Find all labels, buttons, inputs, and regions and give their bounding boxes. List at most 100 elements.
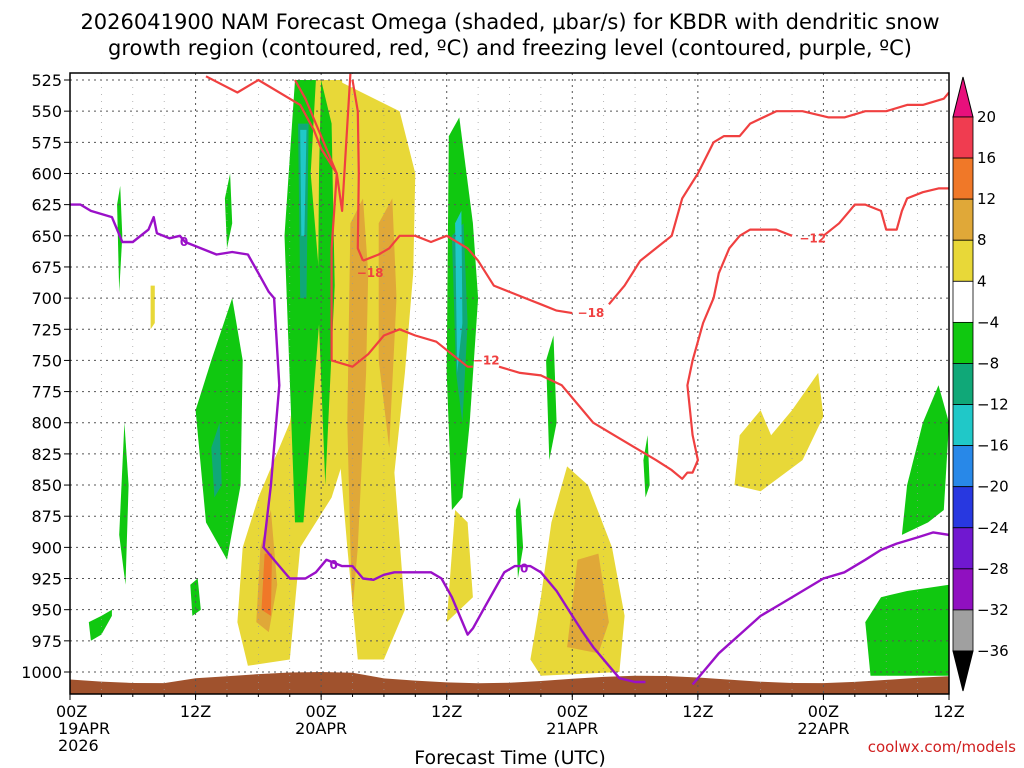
colorbar-label-3: 8 <box>977 231 987 249</box>
freezing-level-label-1: 0 <box>330 558 338 572</box>
colorbar-swatch-11 <box>952 568 974 611</box>
omega-region-24 <box>150 285 155 330</box>
colorbar-label-11: −28 <box>977 560 1009 578</box>
y-tick-label-775: 775 <box>31 383 62 402</box>
colorbar-label-2: 12 <box>977 190 996 208</box>
y-tick-label-525: 525 <box>31 71 62 90</box>
colorbar-label-9: −20 <box>977 478 1009 496</box>
omega-region-18 <box>117 185 123 292</box>
y-tick-label-800: 800 <box>31 414 62 433</box>
omega-region-4 <box>734 372 824 492</box>
omega-region-28 <box>455 210 463 373</box>
credit-text: coolwx.com/models <box>868 738 1016 756</box>
omega-region-14 <box>901 385 949 535</box>
contour-labels: −18 −18 −12 −12 0 0 0 <box>180 231 826 575</box>
y-tick-label-550: 550 <box>31 102 62 121</box>
omega-region-5 <box>347 198 369 610</box>
colorbar-label-5: −4 <box>977 313 999 331</box>
y-tick-label-750: 750 <box>31 351 62 370</box>
colorbar-label-12: −32 <box>977 601 1009 619</box>
freezing-level-label-2: 0 <box>520 562 528 576</box>
y-tick-label-1000: 1000 <box>21 663 62 682</box>
omega-region-16 <box>88 609 112 641</box>
colorbar-swatch-10 <box>952 527 974 570</box>
colorbar-label-6: −8 <box>977 354 999 372</box>
y-tick-label-700: 700 <box>31 289 62 308</box>
snow-growth-contour-2 <box>362 234 573 315</box>
y-axis-pressure: 525 550 575 600 625 650 675 700 725 750 775 800 825 8… <box>21 71 70 682</box>
snow-growth-label: −18 <box>578 306 605 320</box>
omega-region-22 <box>546 335 557 461</box>
colorbar-top-arrow <box>952 76 974 118</box>
x-tick-label-72-0: 00Z <box>808 702 839 721</box>
colorbar-label-7: −12 <box>977 396 1009 414</box>
x-tick-label-48-1: 21APR <box>546 719 598 738</box>
freezing-level-line-2 <box>691 531 949 686</box>
x-tick-label-84-0: 12Z <box>933 702 964 721</box>
colorbar-swatch-1 <box>952 157 974 200</box>
colorbar-bottom-arrow <box>952 650 974 692</box>
grid-lines <box>70 73 949 694</box>
omega-region-10 <box>284 80 322 523</box>
x-tick-label-24-0: 00Z <box>305 702 336 721</box>
x-tick-label-24-1: 20APR <box>295 719 347 738</box>
x-tick-label-0-1: 19APR <box>58 719 110 738</box>
colorbar-swatch-6 <box>952 363 974 405</box>
colorbar-swatch-9 <box>952 486 974 529</box>
colorbar-label-13: −36 <box>977 642 1009 660</box>
contour-lines <box>70 73 949 686</box>
snow-growth-label: −12 <box>473 353 500 367</box>
colorbar-swatch-2 <box>952 198 974 241</box>
x-tick-label-72-1: 22APR <box>797 719 849 738</box>
y-tick-label-675: 675 <box>31 258 62 277</box>
omega-shading <box>88 80 949 676</box>
title-line-2: growth region (contoured, red, ºC) and f… <box>108 36 912 60</box>
snow-growth-contour-4 <box>294 79 473 368</box>
omega-region-13 <box>318 80 335 486</box>
chart-title: 2026041900 NAM Forecast Omega (shaded, μ… <box>80 10 939 60</box>
y-tick-label-925: 925 <box>31 570 62 589</box>
x-tick-label-36-0: 12Z <box>431 702 462 721</box>
freezing-level-line <box>70 203 646 684</box>
colorbar-swatch-12 <box>952 609 974 652</box>
snow-growth-contour-1 <box>351 79 365 262</box>
colorbar-swatch-7 <box>952 404 974 447</box>
colorbar-swatch-8 <box>952 445 974 488</box>
colorbar-swatch-0 <box>952 116 974 159</box>
y-tick-label-625: 625 <box>31 196 62 215</box>
omega-region-19 <box>224 173 233 249</box>
x-tick-label-48-0: 00Z <box>557 702 588 721</box>
colorbar-swatch-4 <box>952 280 974 323</box>
x-tick-label-0-0: 00Z <box>56 702 87 721</box>
omega-region-20 <box>190 578 201 616</box>
omega-region-27 <box>211 422 222 498</box>
omega-region-9 <box>261 553 272 616</box>
snow-growth-contour-5 <box>498 228 793 480</box>
x-tick-label-60-0: 12Z <box>682 702 713 721</box>
snow-growth-contour-3 <box>608 91 949 306</box>
y-tick-label-825: 825 <box>31 445 62 464</box>
title-line-1: 2026041900 NAM Forecast Omega (shaded, μ… <box>80 10 939 34</box>
snow-growth-label: −12 <box>799 231 826 245</box>
omega-region-2 <box>446 510 473 623</box>
colorbar-label-0: 20 <box>977 108 996 126</box>
snow-growth-contour-6 <box>822 187 949 237</box>
colorbar-label-10: −24 <box>977 519 1009 537</box>
y-tick-label-875: 875 <box>31 507 62 526</box>
colorbar-swatch-3 <box>952 239 974 282</box>
omega-region-21 <box>515 497 524 579</box>
omega-region-15 <box>865 584 949 676</box>
y-tick-label-975: 975 <box>31 632 62 651</box>
snow-growth-label: −18 <box>357 266 384 280</box>
x-tick-label-0-2: 2026 <box>58 736 99 755</box>
y-tick-label-950: 950 <box>31 601 62 620</box>
colorbar-legend: 20 16 12 8 4 −4 −8 −12 −16 −20 −24 −28 −32 −36 <box>952 76 1009 692</box>
colorbar-label-4: 4 <box>977 272 987 290</box>
omega-region-6 <box>378 198 397 448</box>
snow-growth-contour-0 <box>205 73 352 212</box>
y-tick-label-725: 725 <box>31 320 62 339</box>
y-tick-label-600: 600 <box>31 164 62 183</box>
y-tick-label-850: 850 <box>31 476 62 495</box>
